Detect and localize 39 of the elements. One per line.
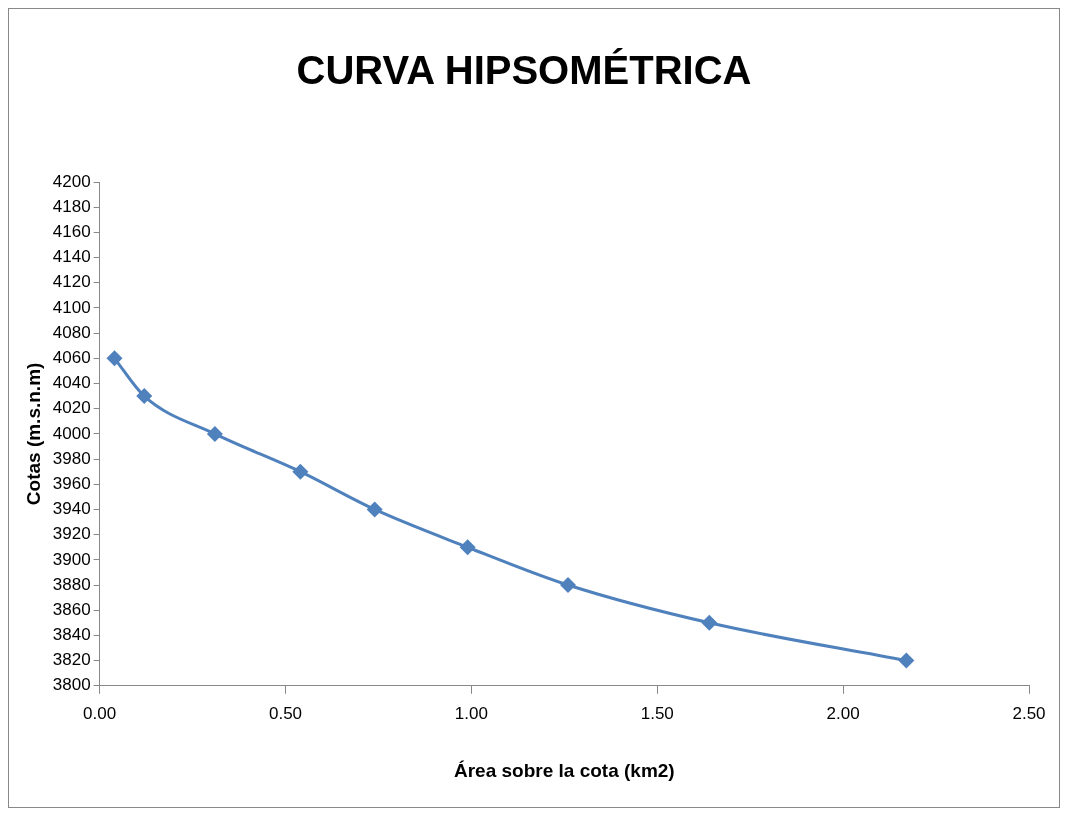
- y-tick-label: 4000: [52, 423, 91, 443]
- y-tick-label: 3980: [52, 448, 91, 468]
- y-tick-label: 3940: [52, 499, 91, 519]
- y-tick-label: 4060: [52, 348, 91, 368]
- point: [136, 388, 153, 405]
- x-tick-label: 2.00: [826, 703, 860, 723]
- point: [292, 463, 309, 480]
- x-tick-label: 2.50: [1012, 703, 1046, 723]
- point: [560, 577, 577, 594]
- point: [106, 350, 123, 367]
- x-axis-title: Área sobre la cota (km2): [453, 759, 675, 781]
- y-tick-label: 4020: [52, 398, 91, 418]
- y-tick-label: 3860: [52, 599, 91, 619]
- y-tick-label: 3920: [52, 524, 91, 544]
- y-tick-label: 3900: [52, 549, 91, 569]
- y-tick-label: 3880: [52, 574, 91, 594]
- x-tick-label: 0.50: [268, 703, 303, 723]
- y-tick-label: 3800: [52, 675, 91, 695]
- x-tick-label: 0.00: [83, 703, 117, 723]
- y-tick-label: 4100: [52, 297, 91, 317]
- y-tick-label: 3820: [52, 650, 91, 670]
- y-tick-label: 3960: [52, 473, 91, 493]
- y-tick-label: 4180: [52, 196, 91, 216]
- x-tick-label: 1.00: [454, 703, 488, 723]
- point: [459, 539, 476, 556]
- chart-title: CURVA HIPSOMÉTRICA: [296, 48, 752, 93]
- point: [206, 425, 223, 442]
- y-tick-label: 4140: [52, 247, 91, 267]
- y-tick-label: 4120: [52, 272, 91, 292]
- y-tick-label: 4160: [52, 222, 91, 242]
- point: [366, 501, 383, 518]
- point: [701, 614, 718, 631]
- point: [898, 652, 915, 669]
- y-tick-label: 4040: [52, 373, 91, 393]
- y-tick-label: 4200: [52, 171, 91, 191]
- y-tick-label: 4080: [52, 322, 91, 342]
- x-tick-label: 1.50: [640, 703, 674, 723]
- y-tick-label: 3840: [52, 625, 91, 645]
- y-axis-title: Cotas (m.s.n.m): [22, 362, 44, 506]
